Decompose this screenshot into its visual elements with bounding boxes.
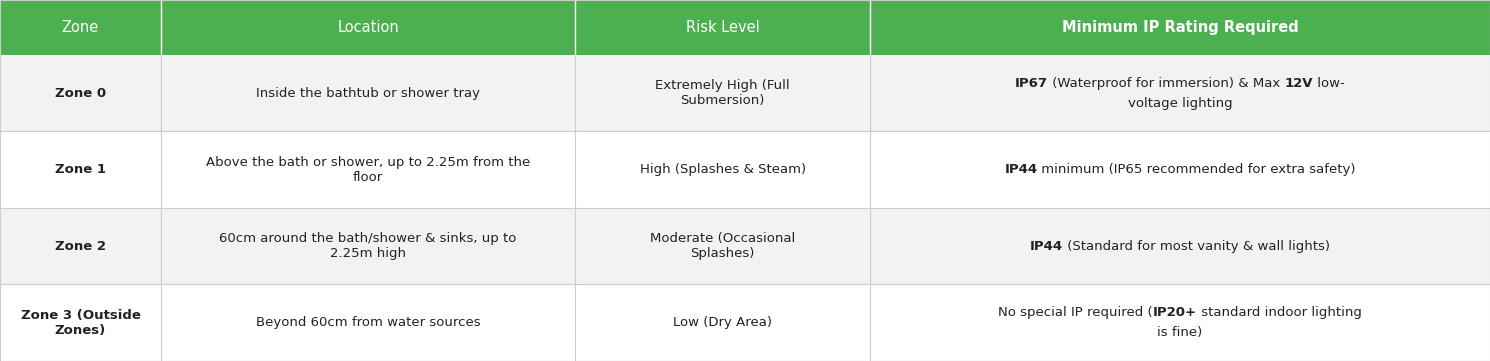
Text: No special IP required (: No special IP required (: [998, 306, 1153, 319]
Text: low-: low-: [1313, 77, 1345, 90]
Text: IP20+: IP20+: [1153, 306, 1196, 319]
Text: Inside the bathtub or shower tray: Inside the bathtub or shower tray: [256, 87, 480, 100]
Text: IP44: IP44: [1030, 240, 1064, 253]
Bar: [0, 208, 1490, 284]
Text: 60cm around the bath/shower & sinks, up to
2.25m high: 60cm around the bath/shower & sinks, up …: [219, 232, 517, 260]
Text: Location: Location: [337, 20, 399, 35]
Text: Zone 1: Zone 1: [55, 163, 106, 176]
Text: (Waterproof for immersion) & Max: (Waterproof for immersion) & Max: [1047, 77, 1284, 90]
Text: High (Splashes & Steam): High (Splashes & Steam): [639, 163, 806, 176]
Text: 12V: 12V: [1284, 77, 1313, 90]
Text: Beyond 60cm from water sources: Beyond 60cm from water sources: [256, 316, 480, 329]
Bar: [0, 0, 161, 55]
Bar: [0, 131, 1490, 208]
Bar: [0, 284, 1490, 361]
Text: Zone 2: Zone 2: [55, 240, 106, 253]
Text: standard indoor lighting: standard indoor lighting: [1196, 306, 1362, 319]
Text: IP44: IP44: [1004, 163, 1037, 176]
Text: voltage lighting: voltage lighting: [1128, 96, 1232, 110]
Text: (Standard for most vanity & wall lights): (Standard for most vanity & wall lights): [1064, 240, 1331, 253]
Text: IP67: IP67: [1015, 77, 1047, 90]
Text: Risk Level: Risk Level: [685, 20, 760, 35]
Text: Zone 0: Zone 0: [55, 87, 106, 100]
Bar: [161, 0, 575, 55]
Text: minimum (IP65 recommended for extra safety): minimum (IP65 recommended for extra safe…: [1037, 163, 1356, 176]
Text: Low (Dry Area): Low (Dry Area): [673, 316, 772, 329]
Bar: [870, 0, 1490, 55]
Text: Moderate (Occasional
Splashes): Moderate (Occasional Splashes): [650, 232, 796, 260]
Text: Above the bath or shower, up to 2.25m from the
floor: Above the bath or shower, up to 2.25m fr…: [206, 156, 530, 184]
Bar: [0, 55, 1490, 131]
Text: Extremely High (Full
Submersion): Extremely High (Full Submersion): [656, 79, 790, 107]
Text: Zone 3 (Outside
Zones): Zone 3 (Outside Zones): [21, 309, 140, 337]
Bar: [575, 0, 870, 55]
Text: Minimum IP Rating Required: Minimum IP Rating Required: [1062, 20, 1298, 35]
Text: is fine): is fine): [1158, 326, 1202, 339]
Text: Zone: Zone: [61, 20, 98, 35]
